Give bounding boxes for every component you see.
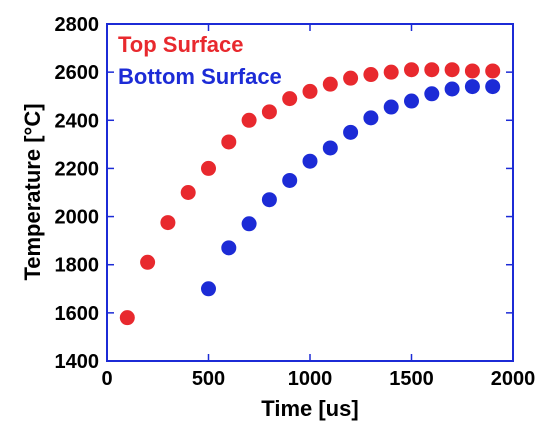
y-tick-label-4: 2200 — [55, 158, 100, 180]
x-tick-label-2: 1000 — [288, 368, 333, 390]
point-bottom-surface-5 — [302, 153, 318, 169]
point-bottom-surface-1 — [221, 240, 237, 256]
y-tick-label-5: 2400 — [55, 110, 100, 132]
point-top-surface-15 — [424, 62, 440, 78]
point-top-surface-12 — [363, 67, 379, 83]
legend-label-top-surface: Top Surface — [118, 32, 244, 57]
data-points — [119, 62, 501, 326]
point-top-surface-18 — [485, 63, 501, 79]
point-bottom-surface-3 — [261, 192, 277, 208]
point-bottom-surface-8 — [363, 110, 379, 126]
y-tick-label-6: 2600 — [55, 62, 100, 84]
point-top-surface-5 — [221, 134, 237, 150]
point-bottom-surface-11 — [424, 86, 440, 102]
point-top-surface-7 — [261, 104, 277, 120]
point-top-surface-10 — [322, 76, 338, 92]
y-tick-label-1: 1600 — [55, 303, 100, 325]
point-bottom-surface-2 — [241, 216, 257, 232]
point-top-surface-2 — [160, 215, 176, 231]
y-tick-label-2: 1800 — [55, 255, 100, 277]
point-top-surface-8 — [282, 91, 298, 107]
point-top-surface-3 — [180, 185, 196, 200]
point-bottom-surface-12 — [444, 81, 460, 97]
point-bottom-surface-6 — [322, 140, 338, 156]
y-tick-label-0: 1400 — [55, 351, 100, 373]
point-top-surface-16 — [444, 62, 460, 78]
point-top-surface-9 — [302, 83, 318, 99]
point-bottom-surface-0 — [201, 281, 216, 297]
point-top-surface-1 — [140, 254, 156, 270]
point-top-surface-17 — [464, 63, 480, 79]
y-tick-label-7: 2800 — [55, 14, 100, 36]
point-bottom-surface-4 — [282, 172, 298, 188]
point-top-surface-13 — [383, 64, 399, 80]
x-tick-label-4: 2000 — [491, 368, 536, 390]
point-top-surface-4 — [201, 160, 216, 176]
legend-label-bottom-surface: Bottom Surface — [118, 64, 282, 89]
x-axis-title: Time [us] — [261, 396, 358, 421]
point-bottom-surface-13 — [464, 79, 480, 95]
point-bottom-surface-7 — [343, 124, 359, 140]
point-top-surface-14 — [404, 62, 419, 78]
point-bottom-surface-9 — [383, 99, 399, 115]
point-top-surface-6 — [241, 112, 257, 128]
x-tick-label-0: 0 — [101, 368, 112, 390]
point-top-surface-0 — [119, 310, 135, 326]
axes: 0 500 1000 1500 2000 1400 1600 1800 2000 2200 2400… — [55, 14, 536, 390]
point-top-surface-11 — [343, 70, 359, 86]
y-tick-label-3: 2000 — [55, 207, 100, 229]
x-tick-label-1: 500 — [192, 368, 225, 390]
point-bottom-surface-14 — [485, 79, 501, 95]
point-bottom-surface-10 — [404, 93, 419, 109]
y-axis-title: Temperature [°C] — [20, 103, 45, 280]
x-tick-label-3: 1500 — [389, 368, 434, 390]
